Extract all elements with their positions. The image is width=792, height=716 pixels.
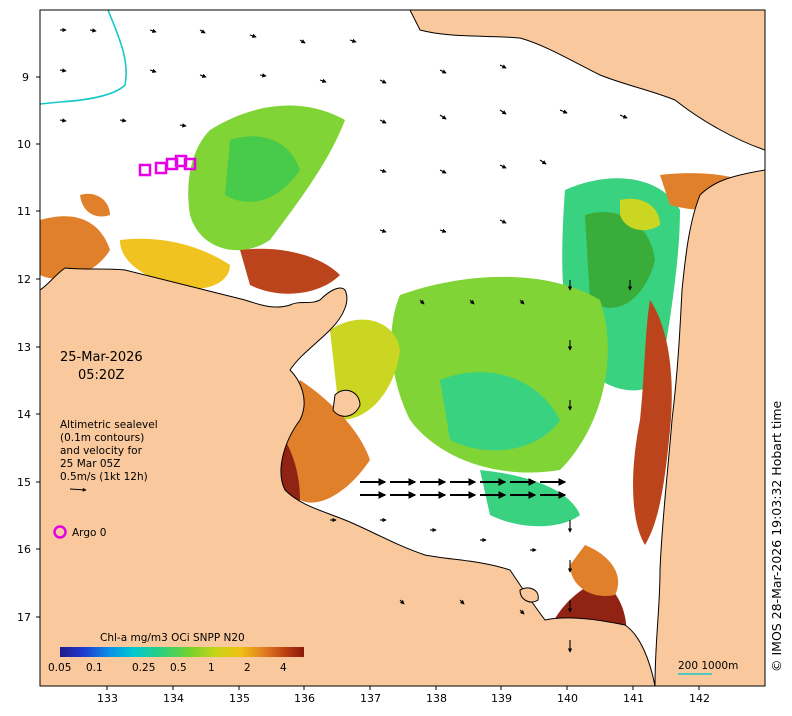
colorbar-tick: 2 [244, 662, 251, 674]
imos-credit: © IMOS 28-Mar-2026 19:03:32 Hobart time [769, 400, 784, 672]
altimetry-note: Altimetric sealevel (0.1m contours) and … [60, 419, 158, 492]
y-tick-label: 14 [17, 408, 31, 421]
y-tick-label: 10 [17, 138, 31, 151]
argo-float-track[interactable] [138, 154, 197, 177]
velocity-vectors [59, 27, 633, 653]
isobath-line [40, 10, 127, 105]
y-axis: 9 10 11 12 13 14 15 16 17 [17, 71, 40, 624]
x-tick-label: 133 [97, 692, 118, 705]
colorbar-tick: 4 [280, 662, 287, 674]
colorbar-tick: 0.1 [86, 662, 103, 674]
colorbar-tick: 0.5 [170, 662, 187, 674]
argo-legend-icon [53, 525, 67, 539]
argo-float-marker[interactable] [183, 157, 197, 171]
altimetry-line-1: Altimetric sealevel [60, 419, 158, 431]
map-date: 25-Mar-2026 [60, 350, 143, 365]
y-tick-label: 15 [17, 476, 31, 489]
y-tick-label: 13 [17, 341, 31, 354]
altimetry-line-2: (0.1m contours) [60, 432, 144, 444]
colorbar-tick: 1 [208, 662, 215, 674]
altimetry-line-5: 0.5m/s (1kt 12h) [60, 471, 148, 483]
map-time: 05:20Z [78, 368, 124, 383]
x-axis: 133 134 135 136 137 138 139 140 141 142 [97, 686, 710, 705]
x-tick-label: 141 [623, 692, 644, 705]
y-tick-label: 9 [22, 71, 29, 84]
colorbar-tick: 0.05 [48, 662, 71, 674]
x-tick-label: 138 [426, 692, 447, 705]
scale-legend-label: 200 1000m [678, 660, 738, 672]
colorbar-title: Chl-a mg/m3 OCi SNPP N20 [100, 632, 245, 644]
altimetry-line-4: 25 Mar 05Z [60, 458, 120, 470]
altimetry-line-3: and velocity for [60, 445, 143, 457]
argo-float-marker[interactable] [138, 163, 152, 177]
colorbar-ramp [60, 647, 304, 657]
scale-legend: 200 1000m [678, 660, 738, 675]
land-layer [40, 10, 765, 686]
argo-legend-label: Argo 0 [72, 527, 106, 539]
y-tick-label: 11 [17, 205, 31, 218]
x-tick-label: 139 [491, 692, 512, 705]
map-panel[interactable]: 25-Mar-2026 05:20Z Altimetric sealevel (… [40, 10, 765, 686]
current-jet [360, 478, 567, 499]
velocity-scale-arrow [69, 487, 87, 492]
x-tick-label: 135 [229, 692, 250, 705]
x-tick-label: 142 [689, 692, 710, 705]
x-tick-label: 136 [294, 692, 315, 705]
colorbar-tick: 0.25 [132, 662, 155, 674]
map-border [39, 9, 766, 687]
y-tick-label: 12 [17, 273, 31, 286]
y-tick-label: 17 [17, 611, 31, 624]
x-tick-label: 140 [557, 692, 578, 705]
x-tick-label: 137 [360, 692, 381, 705]
colorbar: Chl-a mg/m3 OCi SNPP N20 0.05 0.1 0.25 0… [48, 632, 304, 674]
x-tick-label: 134 [163, 692, 184, 705]
y-tick-label: 16 [17, 543, 31, 556]
argo-legend: Argo 0 [53, 525, 106, 539]
